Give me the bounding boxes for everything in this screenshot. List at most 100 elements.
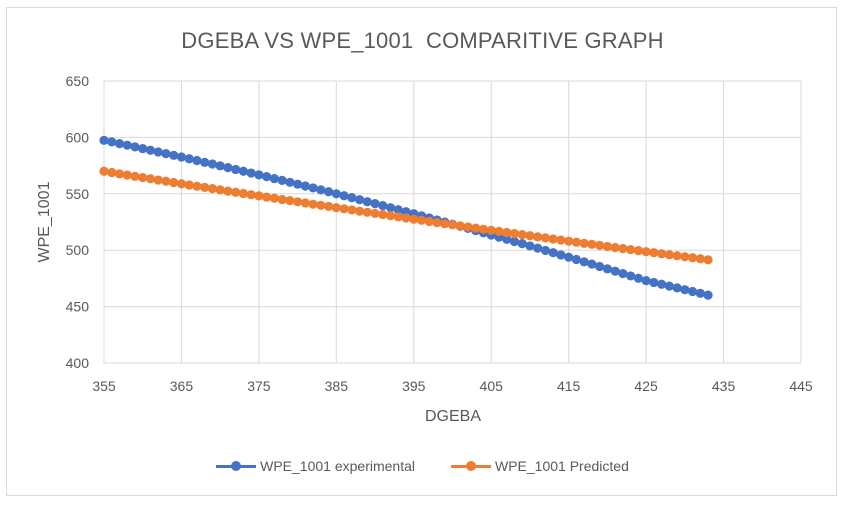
data-point <box>362 197 372 207</box>
x-tick-label: 405 <box>480 378 504 394</box>
data-point <box>664 281 674 291</box>
x-tick-label: 365 <box>170 378 194 394</box>
data-point <box>207 184 218 194</box>
data-point <box>502 227 512 238</box>
data-point <box>300 181 310 191</box>
data-point <box>107 137 117 147</box>
data-point <box>579 238 589 248</box>
data-point <box>207 159 218 169</box>
data-point <box>440 219 450 229</box>
legend-item-experimental: WPE_1001 experimental <box>216 458 415 474</box>
data-point <box>293 179 303 189</box>
data-point <box>509 229 520 239</box>
data-point <box>238 166 248 176</box>
x-axis-label: DGEBA <box>425 408 481 425</box>
data-point <box>153 147 163 157</box>
data-point <box>703 255 713 265</box>
data-point <box>138 172 148 183</box>
y-tick-labels: 400 450 500 550 600 650 <box>66 73 90 371</box>
y-tick-label: 450 <box>66 299 90 315</box>
data-point <box>633 273 643 283</box>
data-point <box>602 241 612 252</box>
data-point <box>478 224 489 234</box>
data-point <box>331 189 341 199</box>
data-point <box>540 233 551 243</box>
x-tick-label: 355 <box>92 378 116 394</box>
data-point <box>385 203 396 213</box>
x-tick-label: 415 <box>557 378 581 394</box>
data-point <box>509 236 520 247</box>
data-point <box>695 288 705 298</box>
x-tick-label: 375 <box>247 378 271 394</box>
data-point <box>556 235 566 245</box>
grid-lines <box>103 80 802 364</box>
data-point <box>548 234 558 244</box>
legend: WPE_1001 experimental WPE_1001 Predicted <box>0 458 845 474</box>
data-point <box>192 155 202 166</box>
y-tick-label: 550 <box>66 186 90 202</box>
data-point <box>114 139 125 149</box>
data-point <box>153 175 163 185</box>
data-point <box>587 239 597 249</box>
data-point <box>176 179 187 189</box>
data-point <box>687 253 698 263</box>
legend-label-predicted: WPE_1001 Predicted <box>495 458 629 474</box>
data-point <box>176 152 187 162</box>
data-point <box>610 266 620 276</box>
data-point <box>107 167 117 178</box>
data-point <box>657 249 667 259</box>
data-point <box>680 252 690 262</box>
data-point <box>695 254 705 264</box>
data-point <box>556 250 566 260</box>
x-tick-label: 425 <box>634 378 658 394</box>
data-point <box>99 166 109 176</box>
data-point <box>285 195 295 206</box>
data-point <box>564 252 574 262</box>
data-point <box>393 212 403 222</box>
data-point <box>246 190 256 200</box>
data-point <box>184 154 194 164</box>
x-tick-labels: 355 365 375 385 395 405 415 425 435 445 <box>92 378 813 394</box>
chart-title: DGEBA VS WPE_1001 COMPARITIVE GRAPH <box>181 28 664 53</box>
data-point <box>354 206 365 216</box>
series-1 <box>99 166 713 265</box>
data-point <box>277 194 287 205</box>
series-layer <box>99 135 713 300</box>
data-point <box>378 201 388 211</box>
data-point <box>192 181 202 191</box>
data-point <box>409 214 419 224</box>
x-tick-label: 445 <box>789 378 813 394</box>
data-point <box>416 215 427 225</box>
chart-frame <box>6 7 837 496</box>
data-point <box>114 169 125 179</box>
data-point <box>626 271 636 281</box>
data-point <box>316 200 326 210</box>
data-point <box>223 186 233 196</box>
data-point <box>548 248 558 258</box>
data-point <box>323 187 334 197</box>
data-point <box>161 149 171 159</box>
data-point <box>238 188 248 199</box>
data-point <box>285 177 295 187</box>
y-tick-label: 500 <box>66 242 90 258</box>
data-point <box>161 176 171 186</box>
legend-swatch-predicted <box>451 460 491 472</box>
data-point <box>308 183 318 193</box>
y-tick-label: 400 <box>66 355 90 371</box>
data-point <box>649 277 659 288</box>
y-tick-label: 600 <box>66 129 90 145</box>
data-point <box>169 177 179 188</box>
data-point <box>463 222 473 232</box>
data-point <box>262 172 272 182</box>
data-point <box>618 268 628 279</box>
data-point <box>215 161 225 171</box>
data-point <box>641 247 651 257</box>
data-point <box>254 170 264 180</box>
data-point <box>579 257 589 267</box>
series-0 <box>99 135 713 300</box>
data-point <box>633 246 643 256</box>
data-point <box>339 191 349 201</box>
data-point <box>347 205 357 215</box>
data-point <box>215 185 225 195</box>
data-point <box>571 254 582 265</box>
